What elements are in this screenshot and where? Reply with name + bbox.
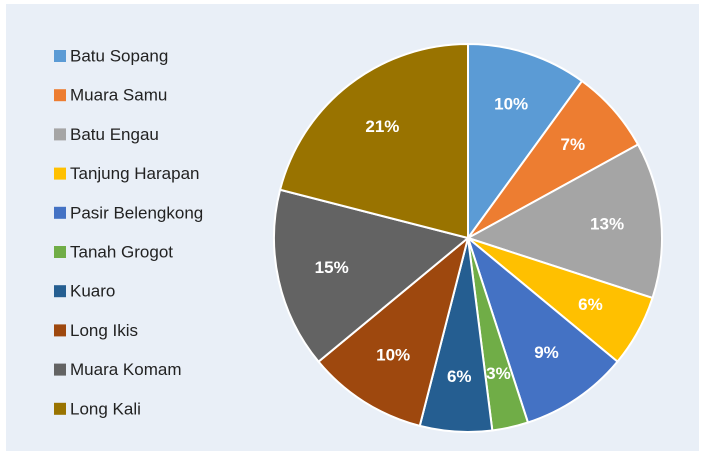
pie-slice <box>278 42 469 240</box>
legend-swatch <box>54 206 66 219</box>
legend-swatch <box>54 128 66 141</box>
legend-label: Batu Sopang <box>70 46 168 65</box>
legend-label: Batu Engau <box>70 125 159 144</box>
legend-swatch <box>54 89 66 102</box>
legend-swatch <box>54 363 66 376</box>
legend-swatch <box>54 402 66 415</box>
pie-slice <box>465 235 619 424</box>
data-label: 10% <box>376 345 410 364</box>
data-label: 21% <box>365 117 399 136</box>
legend-label: Tanjung Harapan <box>70 164 199 183</box>
legend-label: Pasir Belengkong <box>70 203 203 222</box>
data-label: 10% <box>494 95 528 114</box>
data-label: 13% <box>590 214 624 233</box>
legend-label: Long Kali <box>70 399 141 418</box>
legend-swatch <box>54 285 66 298</box>
data-label: 15% <box>315 258 349 277</box>
legend-swatch <box>54 324 66 337</box>
pie-slice <box>467 42 584 242</box>
legend-swatch <box>54 167 66 180</box>
pie-slice <box>273 188 471 364</box>
legend-label: Tanah Grogot <box>70 242 173 261</box>
data-label: 9% <box>534 343 559 362</box>
pie-slice <box>317 235 470 428</box>
data-label: 6% <box>578 295 603 314</box>
data-label: 3% <box>486 364 511 383</box>
pie-slice <box>465 143 663 300</box>
legend-label: Muara Samu <box>70 86 167 105</box>
legend-swatch <box>54 50 66 62</box>
data-label: 7% <box>560 135 585 154</box>
legend-swatch <box>54 246 66 258</box>
data-label: 6% <box>447 367 472 386</box>
legend-label: Long Ikis <box>70 321 138 340</box>
legend-label: Kuaro <box>70 282 115 301</box>
legend-label: Muara Komam <box>70 360 181 379</box>
